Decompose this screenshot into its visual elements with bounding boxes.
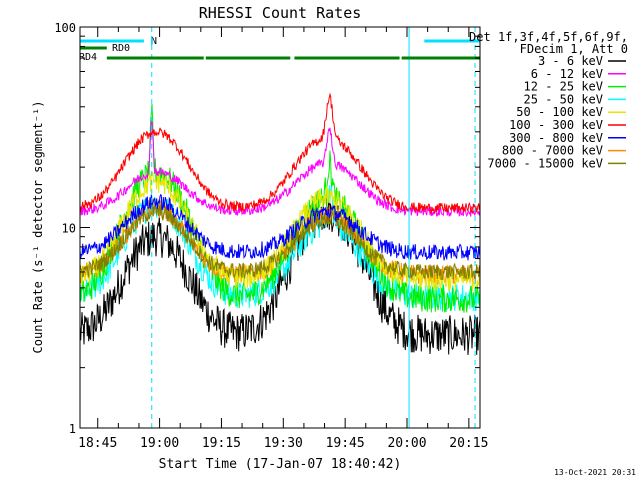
x-tick-label: 19:15 xyxy=(202,436,241,451)
legend-header-line-1: Det 1f,3f,4f,5f,6f,9f, xyxy=(469,30,628,44)
legend-label: 800 - 7000 keV xyxy=(502,144,603,158)
x-axis-label: Start Time (17-Jan-07 18:40:42) xyxy=(159,457,402,472)
legend-header-line-2: FDecim 1, Att 0 xyxy=(520,42,628,56)
series-7000-15000-kev xyxy=(80,204,480,281)
footer-timestamp: 13-Oct-2021 20:31 xyxy=(554,468,636,477)
x-tick-label: 18:45 xyxy=(78,436,117,451)
legend-label: 12 - 25 keV xyxy=(524,80,603,94)
x-tick-label: 20:00 xyxy=(387,436,426,451)
y-tick-label: 100 xyxy=(54,21,76,35)
x-axis: 18:45 19:00 19:15 19:30 19:45 20:00 20:15 xyxy=(78,27,488,451)
series-100-300-kev xyxy=(80,92,480,215)
legend-label: 50 - 100 keV xyxy=(516,105,603,119)
legend-label: 6 - 12 keV xyxy=(531,67,603,81)
x-tick-label: 20:15 xyxy=(449,436,488,451)
x-tick-label: 19:30 xyxy=(264,436,303,451)
legend-label: 300 - 800 keV xyxy=(509,131,603,145)
legend-label: 3 - 6 keV xyxy=(538,54,603,68)
x-tick-label: 19:45 xyxy=(326,436,365,451)
plot-frame xyxy=(79,26,481,429)
series-300-800-kev xyxy=(80,193,480,261)
flag-label-rd4: RD4 xyxy=(79,52,97,63)
y-axis-label: Count Rate (s⁻¹ detector segment⁻¹) xyxy=(31,101,45,354)
chart-title: RHESSI Count Rates xyxy=(199,4,362,22)
legend: Det 1f,3f,4f,5f,6f,9f, FDecim 1, Att 0 3… xyxy=(469,30,628,170)
x-tick-label: 19:00 xyxy=(140,436,179,451)
series-layer xyxy=(80,92,480,356)
y-tick-label: 1 xyxy=(69,422,76,436)
legend-label: 100 - 300 keV xyxy=(509,118,603,132)
legend-label: 25 - 50 keV xyxy=(524,92,603,106)
flag-label-n: N xyxy=(151,36,157,47)
series-12-25-kev xyxy=(80,104,480,313)
legend-label: 7000 - 15000 keV xyxy=(487,156,603,170)
y-axis: 1 10 100 xyxy=(54,21,480,436)
series-6-12-kev xyxy=(80,119,480,218)
y-tick-label: 10 xyxy=(62,222,76,236)
flag-bars: N RD0 RD4 xyxy=(79,36,480,63)
flag-label-rd0: RD0 xyxy=(112,43,130,54)
